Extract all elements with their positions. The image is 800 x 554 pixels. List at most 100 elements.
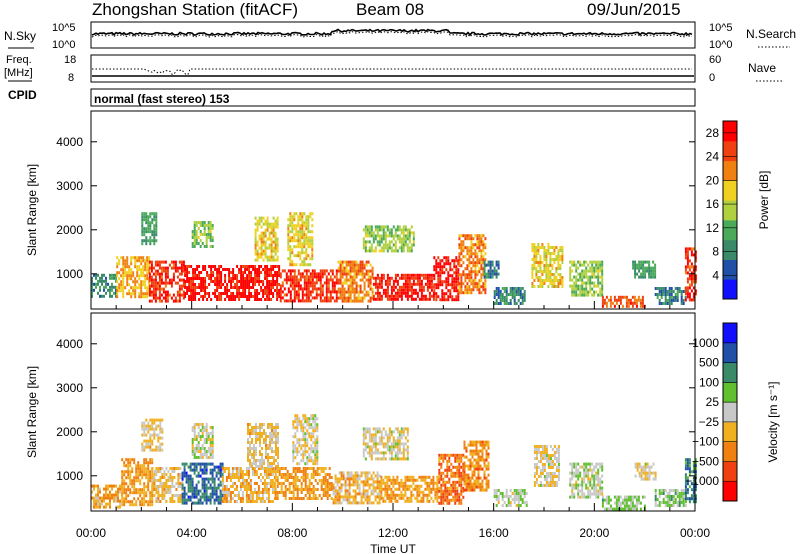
cpid-label: CPID bbox=[8, 88, 37, 102]
power-colorbar-tick-label: 16 bbox=[706, 197, 720, 211]
velocity-colorbar-tick-label: −500 bbox=[692, 454, 719, 468]
velocity-colorbar-swatch bbox=[723, 362, 737, 383]
nave-label: Nave bbox=[748, 61, 776, 75]
velocity-region-17 bbox=[569, 462, 604, 499]
nsky-left-tick-bottom: 10^0 bbox=[52, 39, 76, 51]
power-colorbar-swatch bbox=[723, 239, 737, 260]
power-colorbar-tick-label: 8 bbox=[712, 245, 719, 259]
velocity-ytick-label: 4000 bbox=[56, 337, 83, 351]
power-colorbar-tick-label: 4 bbox=[712, 268, 719, 282]
station-title: Zhongshan Station (fitACF) bbox=[92, 0, 298, 19]
velocity-colorbar-swatch bbox=[723, 402, 737, 423]
power-colorbar-swatch bbox=[723, 140, 737, 162]
velocity-ytick-label: 3000 bbox=[56, 381, 83, 395]
velocity-region-8 bbox=[274, 467, 333, 500]
velocity-colorbar-tick-label: −100 bbox=[692, 435, 719, 449]
power-region-17 bbox=[569, 260, 604, 297]
power-ytick-label: 1000 bbox=[56, 267, 83, 281]
velocity-data-cells bbox=[91, 414, 697, 511]
freq-panel: Freq. [MHz] 18 8 60 0 Nave bbox=[4, 54, 782, 84]
power-region-20 bbox=[654, 287, 687, 305]
time-axis-labels: 00:00 04:00 08:00 12:00 16:00 20:00 00:00 bbox=[76, 526, 710, 540]
power-region-8 bbox=[287, 212, 314, 267]
power-region-21 bbox=[684, 247, 697, 302]
velocity-region-14 bbox=[463, 440, 490, 492]
velocity-region-9 bbox=[292, 414, 319, 466]
velocity-colorbar-swatch bbox=[723, 323, 737, 344]
power-region-10 bbox=[362, 225, 415, 253]
velocity-region-20 bbox=[654, 489, 687, 507]
power-region-18 bbox=[601, 295, 646, 308]
power-data-cells bbox=[91, 212, 697, 308]
nsky-label: N.Sky bbox=[4, 29, 36, 43]
velocity-region-0 bbox=[91, 484, 123, 509]
power-region-15 bbox=[493, 287, 526, 305]
power-region-3 bbox=[141, 212, 158, 246]
time-tick-label: 04:00 bbox=[177, 526, 207, 540]
power-y-ticks: 1000 2000 3000 4000 bbox=[56, 135, 695, 281]
freq-frame bbox=[90, 54, 696, 83]
freq-right-tick-bottom: 0 bbox=[709, 72, 715, 84]
velocity-ytick-label: 2000 bbox=[56, 425, 83, 439]
power-region-4 bbox=[184, 265, 281, 301]
power-colorbar-frame bbox=[722, 120, 738, 300]
velocity-colorbar-label: Velocity [m s⁻¹] bbox=[766, 381, 780, 462]
power-region-14 bbox=[483, 260, 500, 279]
velocity-colorbar-tick-label: 1000 bbox=[692, 336, 719, 350]
velocity-region-12 bbox=[380, 475, 439, 503]
power-region-0 bbox=[91, 273, 117, 298]
freq-label: Freq. bbox=[6, 54, 32, 66]
power-colorbar-swatch bbox=[723, 259, 737, 280]
velocity-region-4 bbox=[181, 462, 224, 505]
velocity-panel: 1000 2000 3000 4000 Slant Range [km] 1000 50… bbox=[25, 312, 780, 512]
velocity-region-11 bbox=[362, 427, 409, 461]
power-colorbar-swatch bbox=[723, 160, 737, 181]
velocity-colorbar-swatch bbox=[723, 421, 737, 443]
power-region-1 bbox=[116, 256, 151, 299]
velocity-colorbar-swatch bbox=[723, 342, 737, 364]
nsky-trace bbox=[91, 28, 693, 36]
velocity-y-axis-label: Slant Range [km] bbox=[25, 366, 39, 458]
power-region-19 bbox=[632, 260, 657, 279]
power-colorbar-swatch bbox=[723, 279, 737, 300]
power-colorbar-tick-label: 24 bbox=[706, 150, 720, 164]
velocity-colorbar-tick-label: −1000 bbox=[685, 474, 719, 488]
cpid-text: normal (fast stereo) 153 bbox=[94, 92, 230, 106]
cpid-panel: CPID normal (fast stereo) 153 bbox=[8, 88, 696, 107]
velocity-region-5 bbox=[191, 423, 214, 459]
freq-unit-label: [MHz] bbox=[4, 67, 33, 79]
velocity-region-6 bbox=[221, 467, 276, 503]
velocity-region-10 bbox=[332, 471, 381, 505]
power-ytick-label: 3000 bbox=[56, 179, 83, 193]
power-colorbar-swatch bbox=[723, 180, 737, 201]
power-region-12 bbox=[433, 256, 460, 302]
nsky-frame bbox=[90, 21, 696, 49]
freq-right-tick-top: 60 bbox=[709, 54, 721, 66]
power-region-2 bbox=[148, 260, 185, 303]
power-ytick-label: 2000 bbox=[56, 223, 83, 237]
power-colorbar: 4 8 12 16 20 24 28 bbox=[706, 120, 738, 300]
freq-left-tick-bottom: 8 bbox=[68, 72, 74, 84]
nsky-panel: N.Sky 10^5 10^0 10^5 10^0 N.Search bbox=[4, 21, 796, 51]
power-region-11 bbox=[372, 273, 435, 301]
x-axis-label: Time UT bbox=[370, 542, 416, 554]
velocity-colorbar: 1000 500 100 25 −25 −100 −500 −1000 bbox=[685, 322, 738, 502]
beam-label: Beam 08 bbox=[356, 0, 424, 19]
power-y-axis-label: Slant Range [km] bbox=[25, 164, 39, 256]
power-region-16 bbox=[531, 243, 564, 288]
power-colorbar-swatch bbox=[723, 200, 737, 221]
velocity-region-18 bbox=[601, 495, 646, 511]
time-tick-label: 00:00 bbox=[76, 526, 106, 540]
power-panel: 1000 2000 3000 4000 Slant Range [km] 4 8 12 16… bbox=[25, 110, 771, 310]
power-region-5 bbox=[191, 221, 214, 248]
velocity-y-ticks: 1000 2000 3000 4000 bbox=[56, 337, 695, 483]
power-colorbar-swatch bbox=[723, 219, 737, 241]
freq-left-tick-top: 18 bbox=[64, 54, 76, 66]
power-region-7 bbox=[279, 269, 338, 303]
velocity-x-ticks bbox=[90, 503, 696, 511]
nsearch-trace bbox=[91, 30, 693, 38]
power-colorbar-tick-label: 12 bbox=[706, 221, 720, 235]
time-tick-label: 16:00 bbox=[479, 526, 509, 540]
power-colorbar-label: Power [dB] bbox=[757, 171, 771, 230]
